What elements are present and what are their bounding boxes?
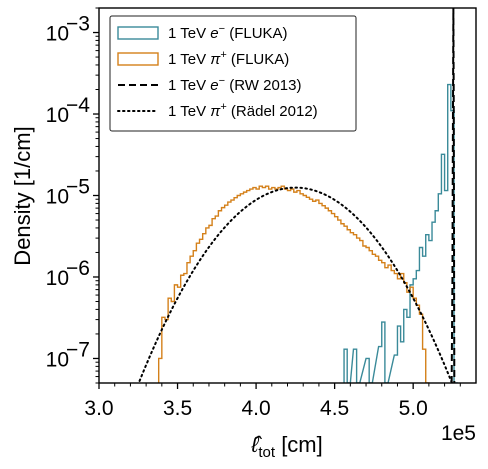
y-tick-label: 10	[46, 186, 69, 209]
x-tick-label: 5.0	[399, 397, 428, 420]
y-tick-label: 10	[46, 23, 69, 46]
x-tick-label: 4.0	[241, 397, 270, 420]
x-offset-label: 1e5	[441, 422, 476, 445]
x-tick-label: 3.0	[84, 397, 113, 420]
legend-label: 1 TeV π+ (FLUKA)	[168, 49, 289, 68]
series-line	[157, 185, 430, 383]
legend-swatch	[117, 52, 159, 66]
y-tick-label: 10	[46, 104, 69, 127]
x-axis: 3.0 3.5 4.0 4.5 5.0	[84, 383, 461, 420]
y-tick-exponent: −3	[66, 13, 90, 36]
y-tick-exponent: −4	[66, 94, 90, 117]
x-axis-label: ℓ̂tot [cm]	[250, 432, 323, 461]
series-layer	[137, 8, 458, 383]
y-tick-exponent: −5	[66, 176, 90, 199]
y-tick-exponent: −6	[66, 257, 90, 280]
legend-label: 1 TeV e− (RW 2013)	[168, 75, 301, 94]
y-tick-label: 10	[46, 348, 69, 371]
series-line	[450, 8, 456, 383]
y-tick-exponent: −7	[66, 338, 90, 361]
y-axis-label: Density [1/cm]	[10, 126, 35, 265]
legend-label: 1 TeV π+ (Rädel 2012)	[168, 101, 318, 120]
legend-label: 1 TeV e− (FLUKA)	[168, 23, 288, 42]
y-tick-label: 10	[46, 267, 69, 290]
y-axis: 10−710−610−510−410−3	[46, 7, 99, 384]
legend-frame	[109, 15, 357, 132]
x-tick-label: 4.5	[320, 397, 349, 420]
legend-swatch	[117, 26, 159, 40]
series-line	[343, 83, 458, 383]
legend: 1 TeV e− (FLUKA) 1 TeV π+ (FLUKA) 1 TeV e−…	[109, 15, 357, 132]
series-line	[137, 186, 454, 383]
x-tick-label: 3.5	[163, 397, 192, 420]
